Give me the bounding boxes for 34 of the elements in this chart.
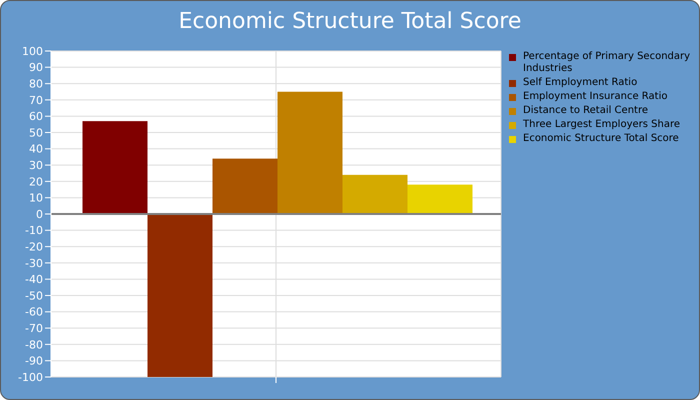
y-tick-label: 70 [29, 94, 43, 107]
bar [82, 121, 148, 214]
y-tick-label: -30 [25, 256, 43, 270]
legend-label: Self Employment Ratio [523, 77, 638, 89]
legend-label: Percentage of Primary Secondary Industries [523, 51, 692, 75]
y-tick-label: 10 [29, 192, 43, 205]
y-tick-label: 100 [22, 44, 43, 58]
y-tick-label: 40 [29, 142, 43, 156]
y-tick-label: -40 [25, 273, 43, 286]
y-tick-label: -10 [25, 224, 43, 238]
y-tick-label: -100 [18, 370, 43, 384]
y-tick-label: -70 [25, 322, 43, 336]
y-tick-label: -60 [25, 306, 43, 319]
y-tick-label: -80 [25, 338, 43, 352]
y-tick-label: 0 [36, 208, 43, 221]
bar [278, 92, 342, 214]
y-tick-label: 30 [29, 159, 43, 172]
legend-label: Three Largest Employers Share [523, 119, 680, 131]
y-tick-label: -50 [25, 289, 43, 302]
bar [408, 184, 472, 214]
y-tick-label: 90 [29, 61, 43, 74]
bar [342, 174, 408, 214]
y-tick-label: 20 [29, 175, 43, 188]
legend-label: Economic Structure Total Score [523, 133, 679, 145]
legend-label: Employment Insurance Ratio [523, 91, 668, 103]
chart-title: Economic Structure Total Score [178, 9, 522, 34]
y-tick-label: 60 [29, 110, 43, 124]
legend-label: Distance to Retail Centre [523, 105, 648, 117]
bar [148, 214, 212, 377]
y-tick-label: 50 [29, 126, 43, 140]
bar [212, 158, 278, 214]
y-tick-label: 80 [29, 78, 43, 91]
y-tick-label: -20 [25, 240, 43, 254]
y-tick-label: -90 [25, 354, 43, 368]
